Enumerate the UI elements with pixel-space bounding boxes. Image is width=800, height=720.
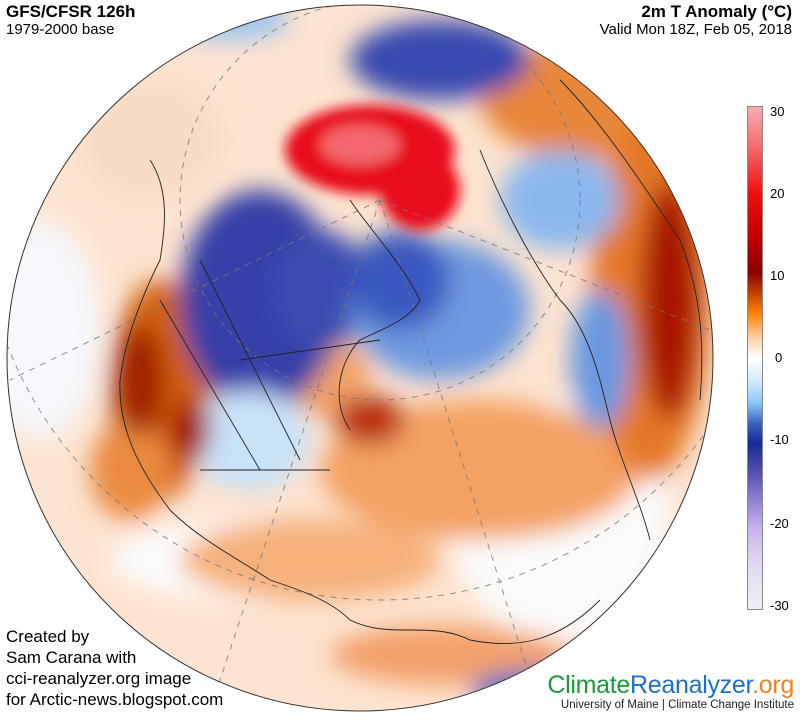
colorbar-tick: -20 xyxy=(770,516,789,531)
logo-part-org: .org xyxy=(752,671,794,699)
credits: Created by Sam Carana with cci-reanalyze… xyxy=(6,626,223,710)
colorbar-tick: 20 xyxy=(770,186,785,201)
credits-line: cci-reanalyzer.org image xyxy=(6,669,192,688)
title-left: GFS/CFSR 126h 1979-2000 base xyxy=(6,2,135,39)
model-label: GFS/CFSR 126h xyxy=(6,2,136,21)
credits-line: Sam Carana with xyxy=(6,648,137,667)
logo-part-reanalyzer: Reanalyzer xyxy=(630,671,753,699)
valid-time-label: Valid Mon 18Z, Feb 05, 2018 xyxy=(599,21,792,38)
colorbar xyxy=(747,106,763,610)
credits-line: for Arctic-news.blogspot.com xyxy=(6,690,224,709)
variable-label: 2m T Anomaly (°C) xyxy=(641,2,792,21)
colorbar-tick: -30 xyxy=(770,598,789,613)
colorbar-tick: -10 xyxy=(770,432,789,447)
baseline-label: 1979-2000 base xyxy=(6,21,115,38)
colorbar-tick: 10 xyxy=(770,268,785,283)
logo-part-climate: Climate xyxy=(547,671,631,699)
logo-subtitle: University of Maine | Climate Change Ins… xyxy=(560,699,794,711)
colorbar-tick: 30 xyxy=(770,104,785,119)
credits-line: Created by xyxy=(6,627,90,646)
climate-reanalyzer-logo: ClimateReanalyzer.org University of Main… xyxy=(547,672,794,712)
title-right: 2m T Anomaly (°C) Valid Mon 18Z, Feb 05,… xyxy=(600,2,792,39)
colorbar-tick: 0 xyxy=(775,350,783,365)
